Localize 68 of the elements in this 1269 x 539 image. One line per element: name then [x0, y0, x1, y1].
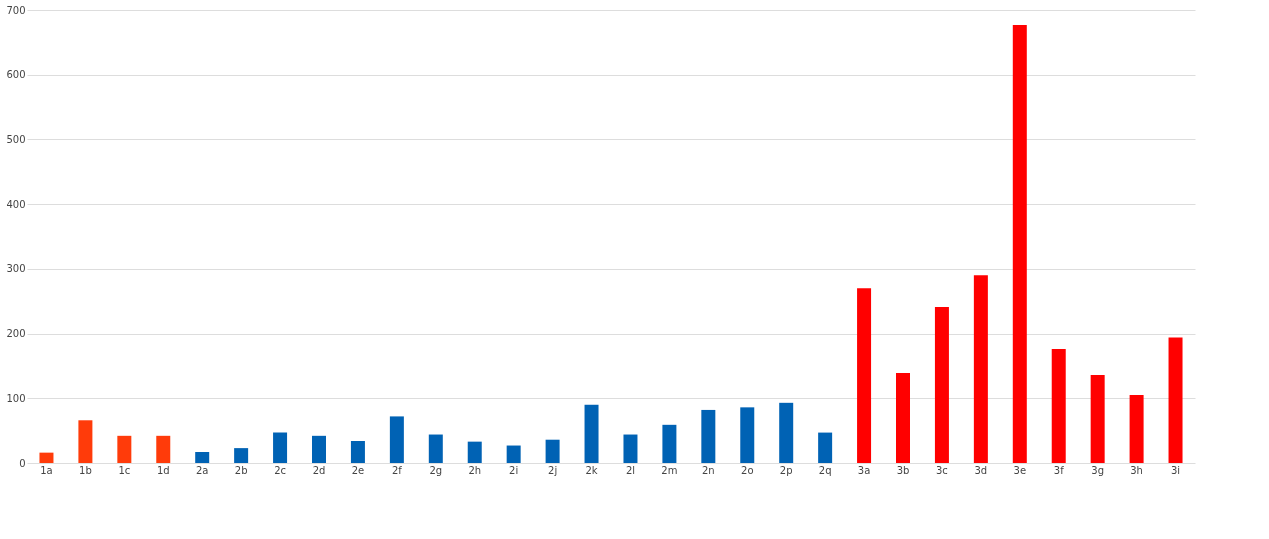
- bar: [467, 441, 482, 463]
- y-tick-label: 400: [6, 198, 26, 210]
- x-tick-label: 1b: [79, 464, 92, 476]
- bar: [818, 432, 833, 463]
- bar: [896, 373, 910, 463]
- bar: [117, 435, 132, 463]
- x-tick-label: 2p: [779, 464, 793, 476]
- bar: [623, 434, 638, 463]
- bar: [545, 439, 560, 463]
- bar: [701, 409, 716, 463]
- bar: [662, 424, 677, 463]
- bar: [779, 402, 794, 463]
- x-tick-label: 1a: [40, 464, 53, 476]
- x-tick-label: 3c: [936, 464, 948, 476]
- bar: [584, 404, 599, 463]
- y-tick-label: 700: [6, 4, 26, 16]
- x-tick-label: 3b: [896, 464, 910, 476]
- x-tick-label: 3h: [1130, 464, 1143, 476]
- x-tick-label: 2q: [818, 464, 832, 476]
- x-tick-label: 2e: [351, 464, 365, 476]
- x-tick-label: 2l: [625, 464, 636, 476]
- bar: [1051, 349, 1066, 463]
- x-tick-label: 2i: [509, 464, 519, 476]
- x-tick-label: 3d: [974, 464, 988, 476]
- x-tick-label: 2h: [468, 464, 482, 476]
- bar: [156, 435, 171, 463]
- x-tick-label: 2o: [741, 464, 754, 476]
- x-tick-label: 2b: [234, 464, 248, 476]
- bar: [934, 307, 949, 463]
- x-tick-label: 2n: [701, 464, 715, 476]
- x-tick-label: 1d: [156, 464, 170, 476]
- bar: [857, 288, 872, 463]
- bar: [740, 407, 755, 463]
- x-tick-label: 2f: [391, 464, 403, 476]
- x-tick-label: 3f: [1053, 464, 1065, 476]
- x-tick-label: 3g: [1091, 464, 1105, 476]
- x-tick-label: 2c: [274, 464, 286, 476]
- x-tick-label: 2k: [585, 464, 598, 476]
- bar: [350, 441, 365, 463]
- x-tick-label: 3e: [1013, 464, 1027, 476]
- bar: [389, 416, 404, 463]
- y-tick-label: 600: [6, 69, 26, 81]
- bar: [78, 420, 93, 463]
- bar: [273, 432, 288, 463]
- bar: [506, 445, 521, 463]
- y-tick-label: 500: [6, 133, 26, 145]
- x-tick-label: 2d: [312, 464, 326, 476]
- bar: [195, 452, 210, 463]
- bar: [973, 275, 988, 463]
- y-tick-label: 100: [6, 392, 26, 404]
- y-tick-label: 300: [6, 263, 26, 275]
- x-tick-label: 2j: [548, 464, 558, 476]
- x-tick-label: 1c: [118, 464, 131, 476]
- bar: [1090, 374, 1105, 463]
- y-tick-label: 0: [19, 457, 26, 469]
- bar: [1129, 395, 1144, 463]
- bar: [39, 452, 54, 463]
- y-tick-label: 200: [6, 328, 26, 340]
- x-tick-label: 2g: [429, 464, 443, 476]
- bar: [1012, 24, 1027, 463]
- bar: [312, 435, 326, 463]
- x-tick-label: 2m: [661, 464, 678, 476]
- x-tick-label: 3i: [1170, 464, 1181, 476]
- x-tick-label: 2a: [195, 464, 209, 476]
- bar: [428, 434, 443, 463]
- bar: [1168, 337, 1183, 463]
- x-tick-label: 3a: [857, 464, 871, 476]
- bar: [234, 448, 249, 463]
